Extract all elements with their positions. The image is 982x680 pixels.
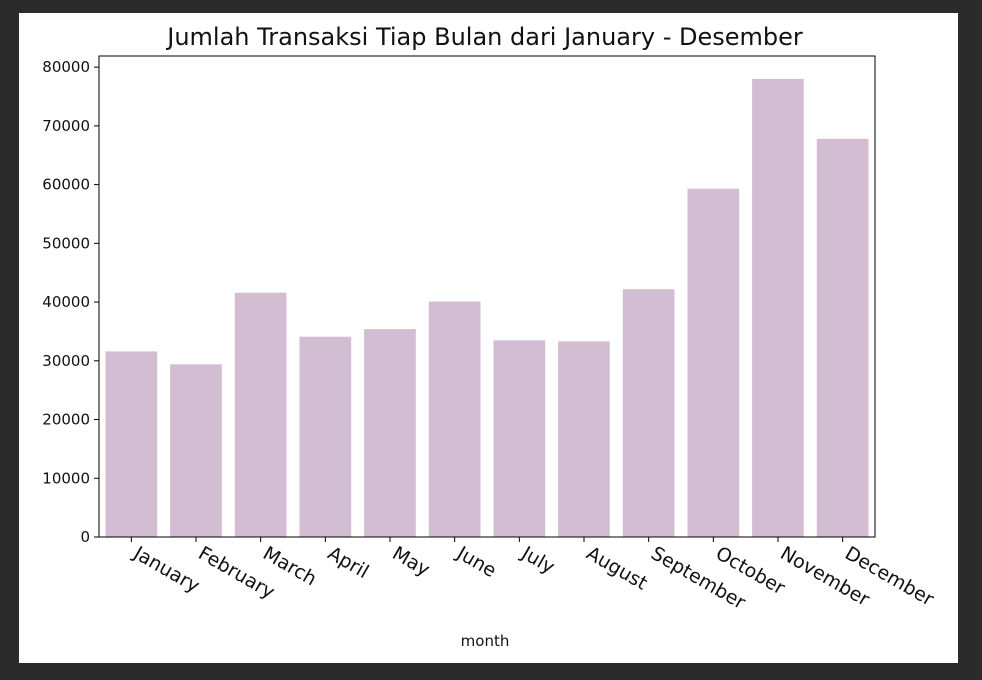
y-tick-label: 60000: [42, 176, 90, 194]
chart-figure: Jumlah Transaksi Tiap Bulan dari January…: [19, 13, 958, 663]
bar-september: [622, 289, 675, 537]
bar-november: [752, 78, 804, 538]
y-tick-label: 0: [80, 528, 90, 546]
plot-area-frame: [98, 55, 876, 538]
y-tick-label: 20000: [42, 411, 90, 429]
bar-march: [234, 292, 287, 537]
bar-february: [170, 364, 222, 537]
bar-july: [493, 340, 546, 537]
y-tick-label: 50000: [42, 234, 90, 252]
y-tick-label: 80000: [42, 58, 90, 76]
y-tick-label: 40000: [42, 293, 90, 311]
x-tick-label: August: [583, 542, 652, 594]
chart-title: Jumlah Transaksi Tiap Bulan dari January…: [165, 23, 803, 51]
y-tick-label: 10000: [42, 469, 90, 487]
y-tick-label: 30000: [42, 352, 90, 370]
bar-june: [428, 301, 481, 537]
y-axis: 0 10000 20000 30000 40000 50000 60000 70000 8000…: [42, 58, 99, 546]
x-tick-label: July: [517, 542, 558, 579]
bar-april: [299, 336, 352, 537]
bars-group: [105, 78, 869, 538]
x-tick-label: June: [452, 542, 500, 582]
x-axis-label: month: [461, 632, 510, 650]
bar-december: [816, 138, 869, 538]
bar-january: [105, 351, 158, 537]
x-tick-label: April: [324, 542, 373, 583]
x-tick-label: January: [129, 542, 203, 598]
bar-october: [687, 188, 740, 537]
bar-chart: Jumlah Transaksi Tiap Bulan dari January…: [42, 23, 938, 650]
x-tick-label: May: [389, 542, 434, 581]
bar-august: [558, 341, 610, 537]
bar-may: [364, 329, 416, 537]
y-tick-label: 70000: [42, 117, 90, 135]
